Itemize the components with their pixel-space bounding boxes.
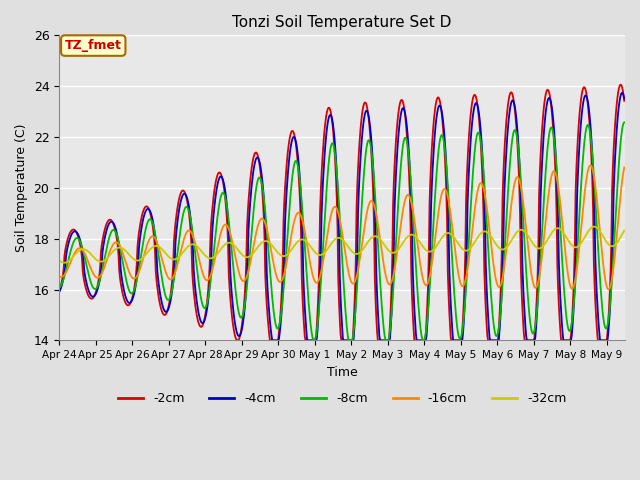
Y-axis label: Soil Temperature (C): Soil Temperature (C) (15, 124, 28, 252)
Title: Tonzi Soil Temperature Set D: Tonzi Soil Temperature Set D (232, 15, 452, 30)
X-axis label: Time: Time (326, 366, 358, 379)
Legend: -2cm, -4cm, -8cm, -16cm, -32cm: -2cm, -4cm, -8cm, -16cm, -32cm (113, 387, 572, 410)
Text: TZ_fmet: TZ_fmet (65, 39, 122, 52)
